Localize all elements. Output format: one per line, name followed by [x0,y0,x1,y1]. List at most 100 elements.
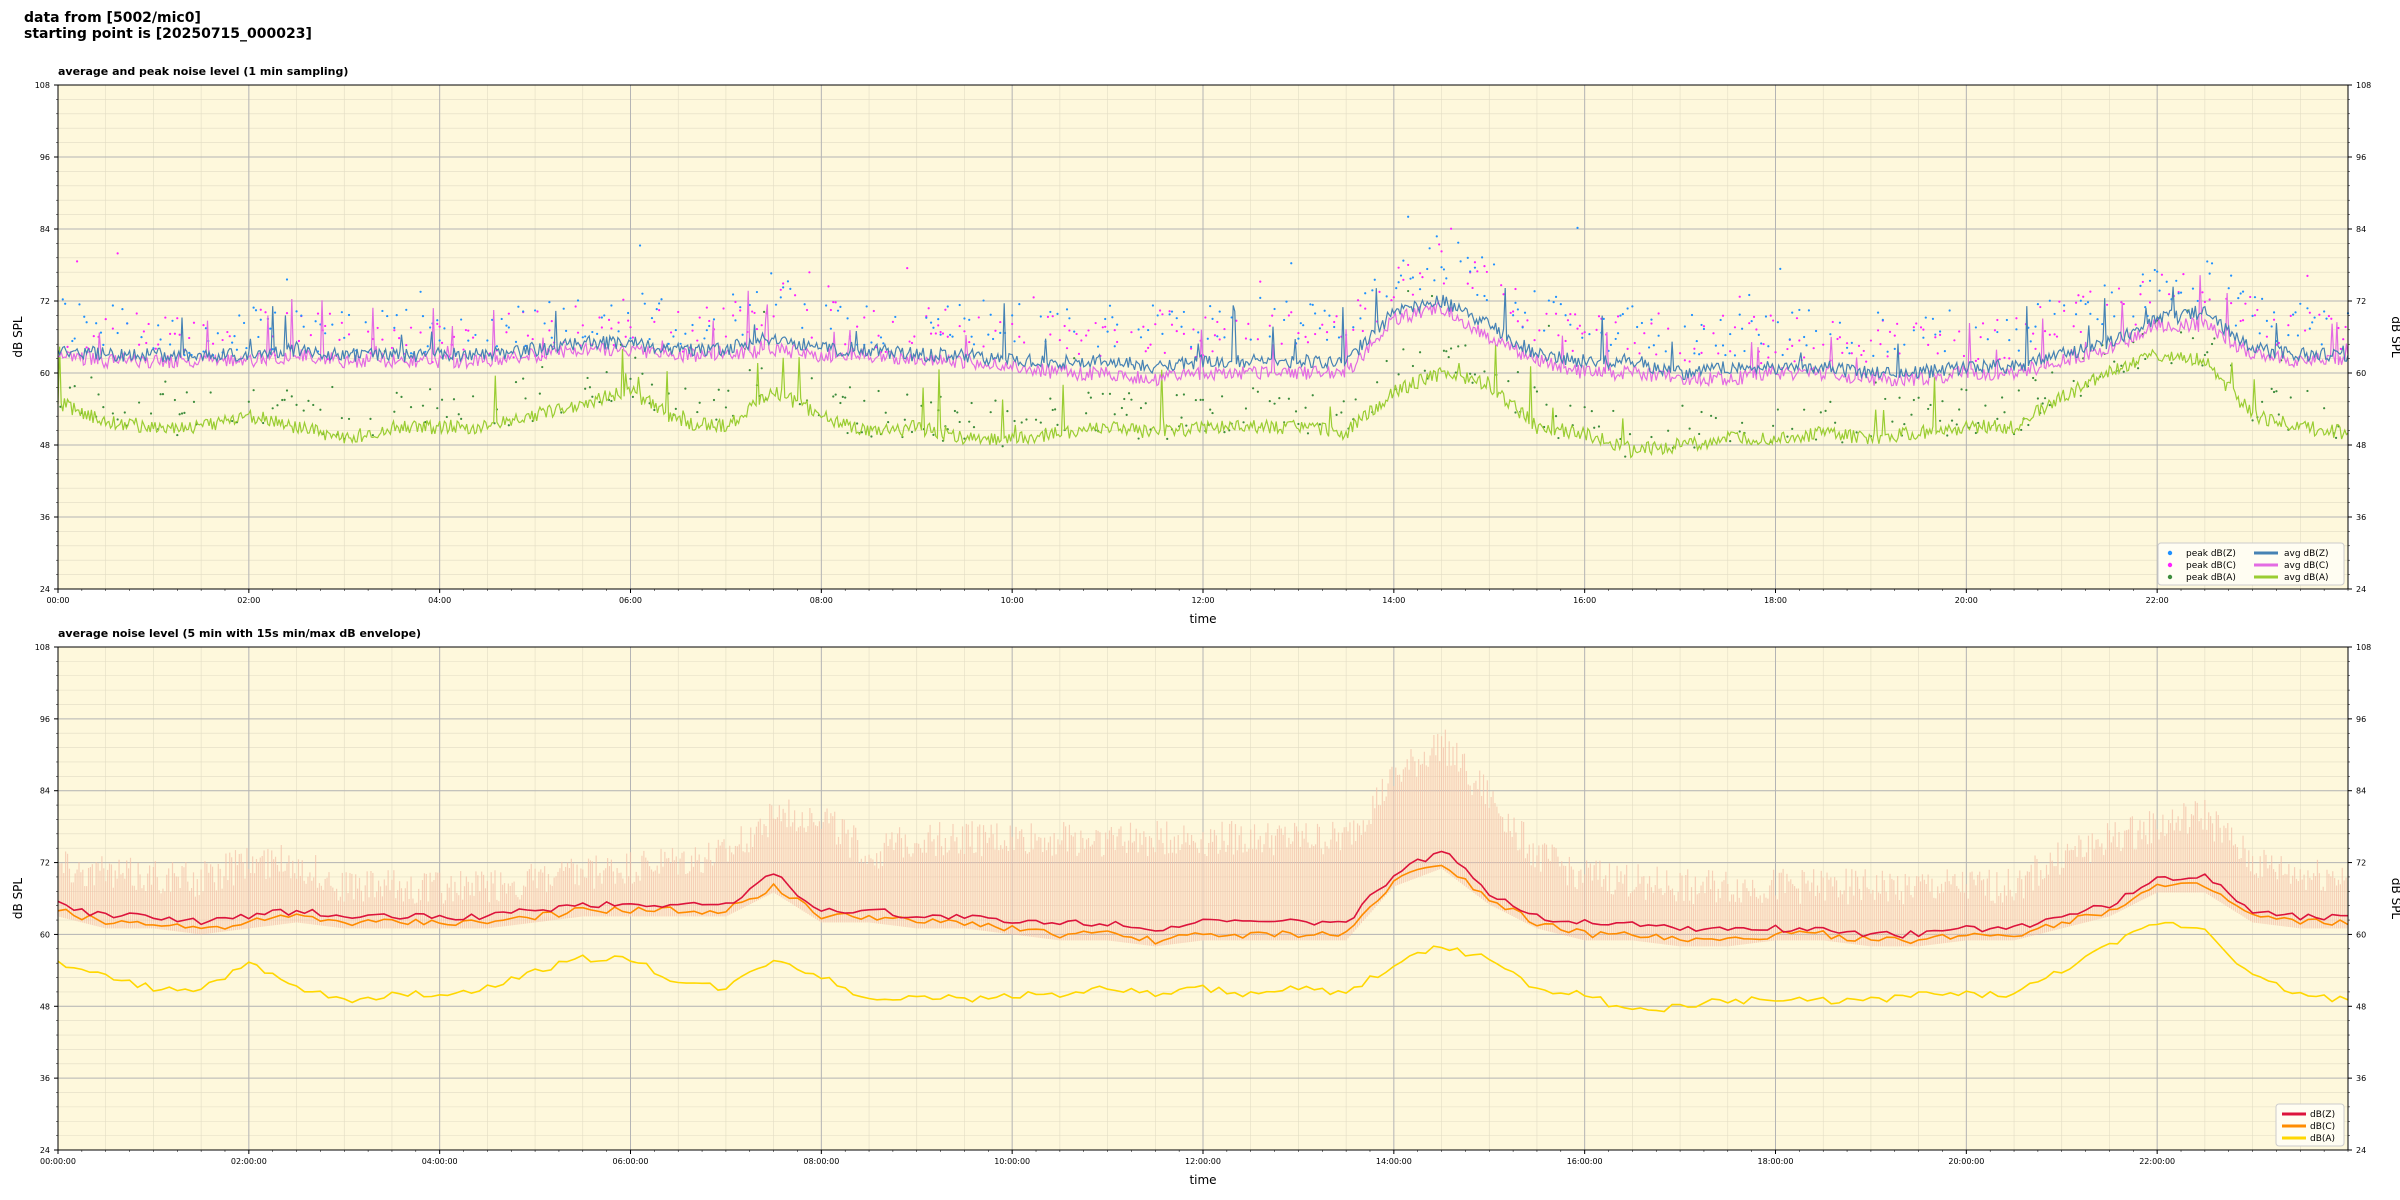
peak-point [834,301,837,304]
peak-point [1650,318,1653,321]
peak-point [1051,315,1054,318]
peak-point [231,419,234,423]
peak-point [524,397,527,400]
peak-point [1089,396,1092,399]
peak-point [2020,428,2023,432]
peak-point [624,335,627,338]
peak-point [1698,432,1701,436]
peak-point [2063,304,2066,307]
peak-point [147,322,150,326]
peak-point [2148,279,2152,282]
peak-point [1130,398,1133,401]
peak-point [1130,331,1133,334]
peak-point [1218,310,1221,313]
peak-point [1445,277,1448,280]
peak-point [946,305,949,308]
peak-point [1786,435,1789,438]
peak-point [2201,364,2204,367]
peak-point [1841,351,1844,354]
legend-label: dB(Z) [2310,1110,2335,1120]
peak-point [2043,397,2047,400]
peak-point [1772,424,1775,427]
y-tick-label: 96 [40,715,50,724]
peak-point [2303,329,2307,332]
peak-point [295,310,298,313]
peak-point [285,278,289,281]
peak-point [66,345,69,349]
peak-point [1271,314,1274,317]
peak-point [1087,391,1090,394]
peak-point [347,333,351,336]
peak-point [300,314,303,317]
peak-point [1294,410,1298,413]
peak-point [1709,414,1713,417]
peak-point [1018,302,1021,306]
peak-point [1285,300,1288,303]
peak-point [1006,410,1009,413]
peak-point [1841,441,1844,444]
peak-point [1721,344,1725,347]
series-line-avgdbz [57,286,2349,381]
peak-point [2299,302,2302,305]
peak-point [1223,327,1226,331]
peak-point [1958,330,1961,333]
peak-point [405,343,408,347]
peak-point [841,395,844,398]
peak-point [863,316,866,319]
peak-point [1328,314,1331,317]
peak-point [793,294,797,297]
peak-point [324,332,327,335]
peak-point [2048,333,2051,336]
peak-point [1251,387,1255,390]
peak-point [956,411,959,414]
peak-point [1829,400,1832,404]
peak-point [1180,325,1183,328]
peak-point [1917,396,1920,399]
peak-point [271,407,274,410]
peak-point [1151,304,1155,307]
peak-point [1418,272,1422,275]
peak-point [1981,322,1985,325]
peak-point [774,303,778,306]
peak-point [1161,332,1164,335]
peak-point [1101,326,1104,329]
peak-point [116,331,119,335]
peak-point [598,316,601,319]
peak-point [264,311,267,314]
peak-point [216,332,219,335]
peak-point [786,280,790,283]
peak-point [2251,419,2254,422]
peak-point [138,401,141,404]
peak-point [1523,311,1527,314]
peak-point [2249,295,2252,299]
series-line-dba [57,921,2349,1013]
peak-point [1912,398,1915,402]
peak-point [1485,270,1488,274]
peak-point [2156,270,2159,273]
peak-point [1325,338,1329,341]
peak-point [2272,311,2276,314]
peak-point [178,413,181,416]
y-tick-label: 24 [40,585,50,594]
peak-point [1850,341,1853,345]
peak-point [1454,371,1457,374]
peak-point [708,324,711,328]
peak-point [1974,431,1977,435]
peak-point [121,308,124,311]
peak-point [522,377,525,380]
peak-point [1199,398,1202,401]
peak-point [1335,315,1338,318]
peak-point [2325,317,2328,320]
peak-point [1514,411,1517,414]
peak-point [963,437,966,440]
y-axis-label-right: dB SPL [2389,878,2400,920]
peak-point [1502,293,1505,296]
peak-point [2206,260,2209,263]
peak-point [467,329,470,332]
peak-point [514,340,518,343]
peak-point [1476,293,1479,297]
peak-point [1311,394,1314,397]
peak-point [1688,360,1691,363]
peak-point [1893,347,1896,350]
